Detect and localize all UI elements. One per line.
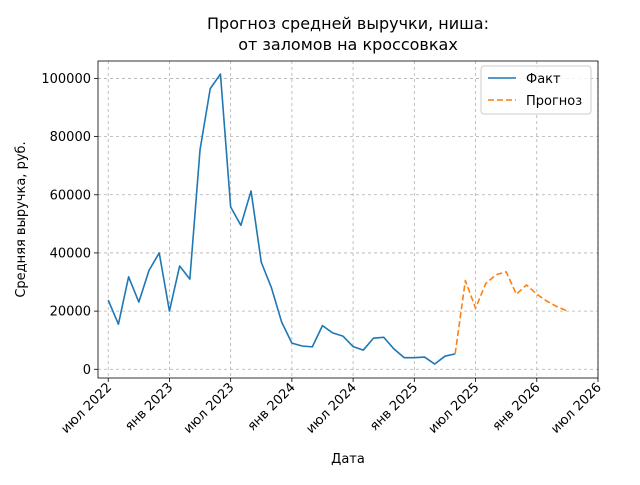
legend-label-forecast: Прогноз	[526, 94, 582, 109]
series-line-fact	[107, 73, 456, 365]
y-tick-label: 100000	[41, 72, 91, 87]
chart-title-line-1: Прогноз средней выручки, ниша:	[207, 14, 489, 33]
y-tick-label: 20000	[50, 305, 91, 320]
y-tick-label: 40000	[50, 246, 91, 261]
x-axis-label: Дата	[331, 452, 365, 467]
y-tick-label: 0	[83, 363, 91, 378]
series-lines	[107, 73, 568, 365]
y-tick-label: 80000	[50, 130, 91, 145]
chart-title-line-2: от заломов на кроссовках	[238, 35, 458, 54]
grid	[98, 61, 599, 378]
series-line-forecast	[454, 271, 568, 354]
plot-area-frame	[97, 60, 599, 379]
legend-label-fact: Факт	[526, 72, 561, 87]
y-axis-label: Средняя выручка, руб.	[14, 141, 29, 297]
y-tick-label: 60000	[50, 188, 91, 203]
legend: Факт Прогноз	[480, 65, 592, 115]
